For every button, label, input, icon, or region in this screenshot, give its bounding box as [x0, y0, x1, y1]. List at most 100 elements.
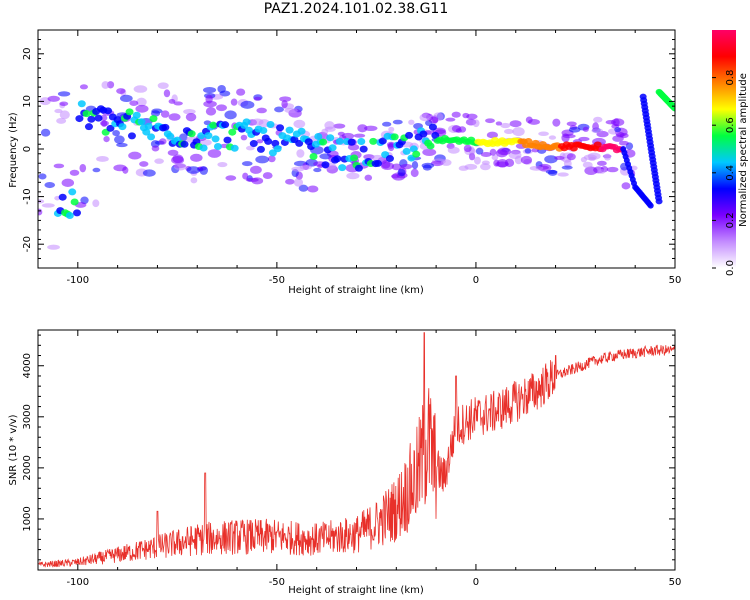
spectral-blob [240, 134, 248, 141]
spectral-blob [38, 208, 43, 216]
spectral-ridge-point [221, 121, 230, 129]
spectral-blob [172, 154, 184, 164]
spectral-ridge-point [378, 137, 387, 145]
colorbar-gradient [712, 30, 736, 268]
top-y-axis: -20 -10 0 10 20 [22, 29, 675, 269]
spectral-ridge-point [137, 118, 146, 126]
spectral-blob [185, 112, 197, 122]
spectral-blob [548, 135, 557, 140]
spectral-blob [293, 178, 304, 187]
spectral-ridge-point [149, 115, 158, 123]
spectral-blob [566, 153, 576, 161]
spectral-secondary-point [671, 105, 675, 112]
spectral-blob [241, 161, 253, 167]
spectral-blob [481, 160, 490, 165]
spectral-blob [473, 156, 481, 165]
spectral-blob [249, 165, 262, 174]
spectral-blob [79, 163, 87, 173]
spectral-blob [428, 116, 439, 124]
spectral-blob [202, 86, 217, 94]
spectral-blob [268, 155, 276, 163]
spectral-blob [96, 156, 109, 162]
spectral-ridge-point [405, 131, 414, 139]
spectral-blob [142, 169, 156, 177]
spectral-ridge-point [77, 100, 86, 108]
spectral-blob [480, 152, 492, 157]
spectral-blob [468, 152, 476, 161]
spectral-ridge-point [82, 110, 91, 118]
spectral-blob [190, 177, 198, 184]
spectral-blob [103, 135, 110, 143]
spectral-blob [346, 172, 360, 180]
spectral-blob [92, 167, 101, 173]
spectral-blob [61, 178, 75, 187]
spectral-ridge-point [230, 144, 239, 152]
spectral-ridge-point [249, 140, 258, 148]
spectral-blob [186, 166, 201, 174]
spectral-ridge-point [256, 145, 265, 153]
spectral-blob [568, 126, 581, 133]
top-x-axis: -100 -50 0 50 [37, 30, 682, 286]
spectral-ridge-point [297, 127, 306, 135]
spectral-blob [151, 108, 163, 114]
spectral-blob [566, 121, 577, 127]
spectral-blob [613, 118, 620, 127]
spectral-ridge-point [359, 145, 368, 153]
spectral-blob [217, 84, 226, 93]
spectral-blob [527, 119, 540, 125]
spectral-blob [472, 119, 480, 128]
spectral-blob [101, 120, 108, 128]
spectral-ridge-point [75, 115, 84, 123]
spectral-blob [163, 89, 171, 98]
spectral-blob [42, 278, 51, 283]
spectral-blob [255, 155, 270, 164]
spectral-ridge-point [213, 143, 222, 151]
spectral-ridge-point [264, 137, 273, 145]
spectral-blob [136, 97, 147, 107]
top-x-tick-label: 50 [669, 275, 682, 286]
bottom-x-tick-label: -100 [66, 577, 89, 588]
spectral-ridge-point [242, 118, 251, 126]
spectral-blob [68, 302, 75, 308]
top-y-tick-label: 10 [22, 95, 33, 108]
spectral-ridge-point [402, 147, 411, 155]
spectral-secondary-point [655, 198, 663, 205]
spectral-blob [554, 155, 565, 160]
spectral-blob [495, 161, 510, 168]
spectral-blob [183, 108, 196, 115]
top-y-tick-label: 20 [22, 47, 33, 60]
spectral-ridge-point [106, 124, 115, 132]
spectral-blob [353, 133, 366, 138]
spectral-blob [284, 107, 298, 114]
bottom-y-tick-label: 4000 [22, 353, 33, 378]
spectral-ridge-point [142, 128, 151, 136]
spectral-blob [475, 147, 484, 155]
spectral-ridge-point [84, 123, 93, 131]
spectral-ridge-point [409, 145, 418, 153]
spectral-blob [538, 131, 549, 136]
spectral-blob [313, 167, 322, 173]
spectral-ridge-point [70, 198, 79, 206]
spectral-blob [38, 199, 45, 204]
spectral-blob [173, 162, 187, 171]
spectral-blob [491, 154, 499, 161]
spectral-blob [333, 123, 346, 129]
spectral-blob [279, 96, 292, 102]
spectral-blob [382, 121, 392, 127]
spectral-blob [485, 118, 495, 124]
spectral-blob [256, 139, 264, 144]
spectral-ridge-point [369, 137, 378, 145]
spectral-blob [524, 148, 532, 154]
spectral-blob [47, 244, 60, 250]
spectral-blob [133, 85, 148, 93]
spectral-blob [591, 128, 603, 134]
spectral-blob [466, 113, 478, 120]
spectral-blob [119, 94, 133, 103]
spectral-blob [458, 165, 469, 171]
spectral-blob [296, 149, 305, 158]
spectral-blob [285, 178, 295, 185]
spectral-blob [578, 136, 590, 142]
spectral-blob [168, 99, 176, 104]
spectral-blob [207, 149, 222, 158]
spectral-blob [139, 161, 149, 167]
